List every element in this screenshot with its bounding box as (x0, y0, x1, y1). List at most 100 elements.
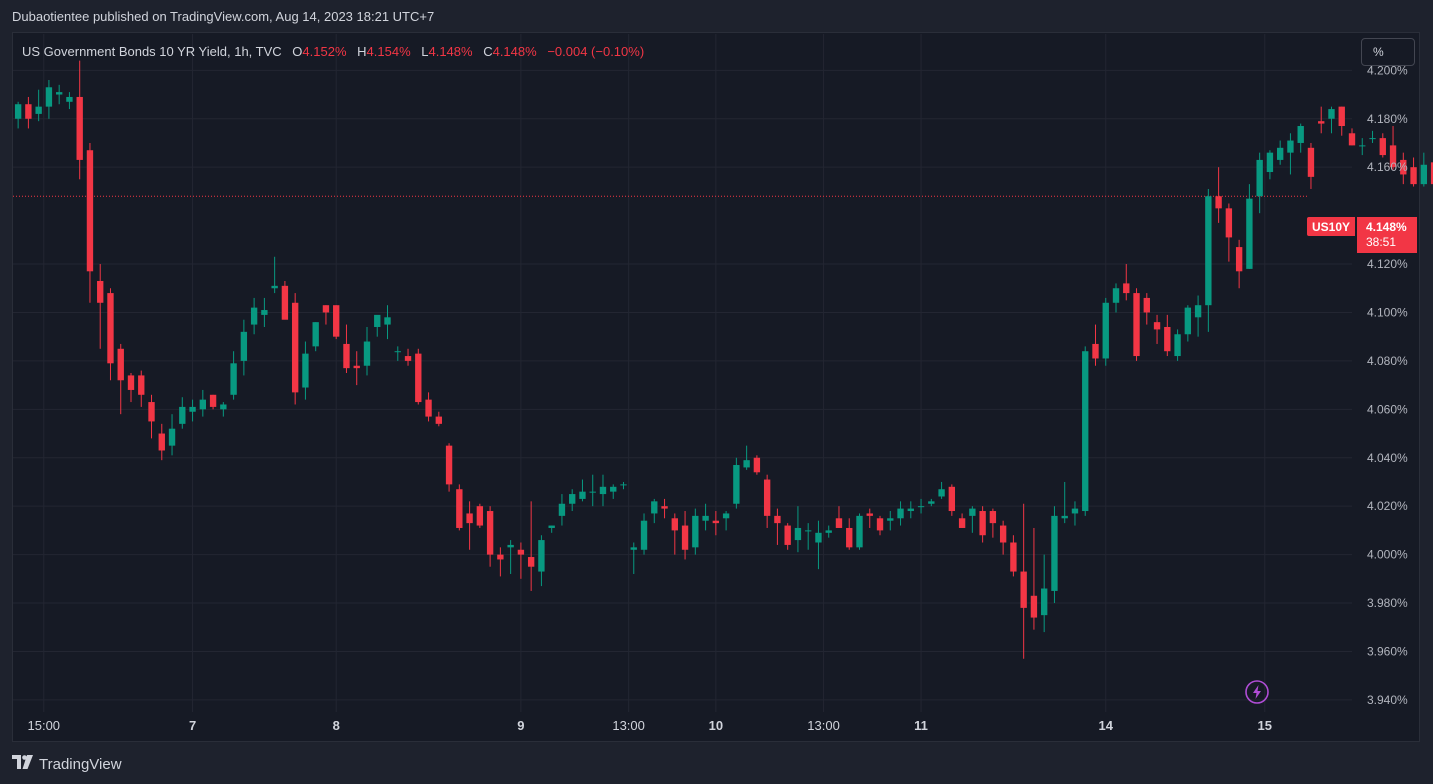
time-tick-label: 15:00 (28, 718, 61, 733)
candle-body (558, 503, 566, 516)
candle-body (527, 557, 535, 567)
candle (322, 305, 330, 325)
candle (1287, 133, 1294, 175)
candle-body (979, 511, 986, 536)
candle-body (897, 508, 904, 519)
candle-body (199, 399, 207, 410)
candle-body (610, 486, 617, 492)
candle (569, 489, 576, 512)
candle (466, 501, 473, 550)
candle (76, 60, 83, 180)
candle-body (97, 280, 104, 303)
candle (240, 319, 248, 376)
candle (1102, 297, 1109, 366)
candle (907, 501, 914, 519)
price-tick-label: 3.960% (1367, 644, 1408, 658)
grid-lines (13, 34, 1352, 712)
candle-body (671, 518, 678, 531)
candle (856, 513, 863, 550)
candle-body (794, 527, 802, 541)
legend-close-value: 4.148% (492, 44, 537, 59)
candle (1071, 501, 1079, 526)
lightning-icon[interactable] (1245, 680, 1269, 704)
candle (1246, 184, 1253, 269)
candle (846, 518, 853, 550)
time-tick-label: 9 (517, 718, 524, 733)
candle-body (168, 428, 176, 446)
candle-body (1112, 288, 1120, 303)
candle-body (1205, 196, 1212, 306)
legend-low-label: L (421, 44, 429, 59)
tradingview-logo-icon[interactable] (12, 754, 34, 774)
candle (220, 402, 227, 417)
candle (189, 399, 196, 422)
candle-body (917, 506, 925, 508)
candle (1041, 554, 1048, 633)
candle (1184, 305, 1192, 342)
candle (630, 542, 637, 574)
candle-body (302, 353, 309, 388)
candle (733, 457, 740, 509)
candle-body (1430, 162, 1433, 185)
candle-body (1276, 147, 1284, 160)
candle-body (692, 515, 699, 548)
candle-body (1338, 106, 1345, 127)
candle-body (640, 520, 648, 550)
candle (825, 525, 832, 538)
time-tick-label: 13:00 (612, 718, 645, 733)
candle (1256, 152, 1263, 214)
candle (363, 326, 371, 376)
price-tick-label: 4.160% (1367, 160, 1408, 174)
candle (158, 423, 165, 461)
candle (168, 414, 176, 456)
candle-body (887, 518, 894, 521)
candle (209, 394, 217, 410)
candle (1276, 140, 1284, 165)
candle-body (1123, 283, 1130, 294)
candle (517, 542, 525, 579)
candle-body (969, 508, 976, 516)
candle-body (466, 513, 473, 524)
candle (661, 498, 668, 519)
candle-body (158, 433, 165, 451)
candle (610, 484, 617, 499)
candle (25, 96, 32, 129)
candle-body (1400, 159, 1407, 175)
candle (1266, 150, 1274, 180)
candle-body (291, 302, 299, 393)
candle (958, 513, 966, 528)
candle (774, 508, 781, 545)
price-axis: 4.200% 4.180% 4.160% 4.120% 4.100% 4.080% 4.06… (1367, 63, 1408, 707)
price-tick-label: 4.200% (1367, 63, 1408, 77)
candle-body (1061, 515, 1068, 519)
candle (938, 481, 945, 499)
percent-scale-button[interactable]: % (1361, 38, 1415, 66)
candle (1205, 188, 1212, 332)
candle-body (1369, 138, 1376, 140)
candle (14, 101, 22, 129)
candle-body (681, 525, 689, 550)
legend-close-label: C (483, 44, 493, 59)
time-tick-label: 15 (1258, 718, 1272, 733)
candle-body (1389, 145, 1397, 168)
candle-body (353, 365, 360, 369)
candle (1051, 506, 1058, 604)
candle (1400, 152, 1407, 185)
candle (415, 348, 422, 405)
candle-body (66, 96, 73, 102)
candle (1164, 314, 1171, 357)
candle-body (948, 486, 956, 512)
candle (312, 322, 319, 352)
time-axis: 15:00 7 8 9 13:00 10 13:00 11 14 15 (28, 718, 1273, 733)
candle-body (107, 293, 114, 364)
candle (1297, 123, 1304, 153)
candle (45, 80, 53, 119)
price-tick-label: 4.080% (1367, 354, 1408, 368)
candle-body (14, 104, 22, 119)
candle (1153, 314, 1161, 344)
candle (794, 506, 802, 553)
candle-body (486, 511, 494, 555)
candle-body (825, 530, 832, 533)
time-tick-label: 13:00 (807, 718, 840, 733)
